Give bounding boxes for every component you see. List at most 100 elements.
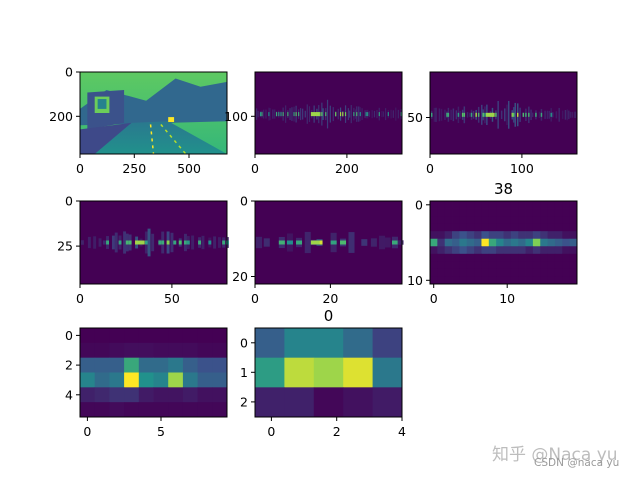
heatmap-cell bbox=[488, 216, 497, 225]
heatmap-cell bbox=[182, 342, 198, 359]
heatmap-cell bbox=[532, 276, 541, 285]
heatmap-cell bbox=[430, 201, 438, 209]
heatmap-cell bbox=[452, 261, 460, 270]
heatmap-cell bbox=[547, 276, 556, 285]
y-tick-label: 0 bbox=[65, 65, 73, 80]
feature-strip bbox=[481, 104, 483, 125]
feature-highlight bbox=[378, 112, 380, 117]
feature-strip bbox=[291, 107, 293, 121]
heatmap-cell bbox=[554, 253, 563, 262]
heatmap-cell bbox=[168, 357, 184, 373]
heatmap-cell bbox=[153, 402, 169, 418]
panel-4: 0 50 0 25 bbox=[57, 194, 229, 306]
feature-strip bbox=[435, 107, 437, 122]
feature-strip bbox=[472, 110, 475, 119]
heatmap-cell bbox=[444, 246, 453, 255]
feature-strip bbox=[440, 108, 443, 121]
feature-strip bbox=[123, 231, 127, 254]
heatmap-cell bbox=[80, 328, 96, 344]
feature-strip bbox=[285, 105, 287, 123]
feature-highlight bbox=[477, 112, 480, 117]
feature-highlight bbox=[261, 112, 263, 117]
heatmap-cell bbox=[474, 261, 482, 270]
heatmap-cell bbox=[474, 246, 482, 255]
heatmap-cell bbox=[153, 372, 169, 388]
heatmap-cell bbox=[430, 238, 438, 247]
zhihu-watermark: 知乎 @Naca yu bbox=[492, 445, 618, 465]
feature-strip bbox=[395, 107, 397, 121]
heatmap-cell bbox=[459, 253, 468, 262]
heatmap-cell bbox=[452, 268, 460, 277]
feature-strip bbox=[384, 108, 387, 121]
heatmap-cell bbox=[496, 208, 504, 217]
feature-highlight bbox=[387, 112, 389, 117]
feature-strip bbox=[349, 110, 351, 118]
feature-highlight bbox=[325, 112, 327, 117]
plot-frame bbox=[429, 200, 578, 285]
heatmap-cell bbox=[525, 246, 534, 255]
feature-highlight bbox=[287, 112, 289, 117]
heatmap-cell bbox=[459, 276, 468, 285]
feature-strip bbox=[170, 232, 174, 253]
feature-highlight bbox=[275, 112, 278, 117]
heatmap-cell bbox=[212, 402, 228, 418]
heatmap-cell bbox=[569, 246, 578, 255]
heatmap-cell bbox=[481, 201, 490, 209]
feature-highlight bbox=[511, 112, 513, 117]
feature-highlight bbox=[525, 112, 527, 117]
heatmap-cell bbox=[466, 261, 475, 270]
feature-strip bbox=[506, 104, 508, 126]
x-tick-label: 0 bbox=[251, 161, 259, 176]
heatmap-cell bbox=[452, 223, 460, 232]
feature-strip bbox=[555, 111, 558, 119]
heatmap-cell bbox=[437, 223, 446, 232]
heatmap-cell bbox=[372, 328, 403, 359]
sidewalk bbox=[80, 122, 132, 154]
heatmap-cell bbox=[474, 253, 482, 262]
feature-strip bbox=[114, 232, 118, 253]
feature-highlight bbox=[391, 240, 398, 245]
x-tick-label: 0 bbox=[426, 161, 434, 176]
heatmap-cell bbox=[437, 238, 446, 247]
heatmap-cell bbox=[554, 223, 563, 232]
feature-strip bbox=[337, 108, 339, 120]
heatmap-cell bbox=[437, 201, 446, 209]
heatmap-cell bbox=[518, 201, 526, 209]
feature-highlight bbox=[161, 240, 165, 245]
heatmap-cell bbox=[212, 342, 228, 359]
heatmap-cell bbox=[459, 268, 468, 277]
heatmap-cell bbox=[437, 216, 446, 225]
feature-highlight bbox=[431, 112, 433, 117]
heatmap-cell bbox=[562, 231, 571, 240]
heatmap-background bbox=[430, 72, 577, 154]
feature-highlight bbox=[298, 112, 300, 117]
feature-highlight bbox=[296, 240, 303, 245]
heatmap-cell bbox=[503, 223, 512, 232]
feature-strip bbox=[347, 108, 349, 121]
heatmap-cell bbox=[532, 201, 541, 209]
feature-strip bbox=[571, 111, 574, 118]
heatmap-cell bbox=[444, 261, 453, 270]
feature-strip bbox=[376, 110, 378, 119]
heatmap-cell bbox=[124, 342, 140, 359]
heatmap-cell bbox=[518, 238, 526, 247]
heatmap-cell bbox=[124, 402, 140, 418]
feature-highlight bbox=[353, 112, 355, 117]
plot-frame bbox=[79, 327, 228, 418]
heatmap-cell bbox=[547, 231, 556, 240]
feature-strip bbox=[569, 111, 572, 118]
heatmap-cell bbox=[452, 201, 460, 209]
heatmap-cell bbox=[474, 276, 482, 285]
feature-highlight bbox=[282, 112, 284, 117]
feature-strip bbox=[459, 110, 461, 119]
heatmap-cell bbox=[94, 402, 110, 418]
feature-highlight bbox=[166, 240, 170, 245]
heatmap-cell bbox=[474, 231, 482, 240]
heatmap-cell bbox=[510, 223, 519, 232]
heatmap-cell bbox=[532, 231, 541, 240]
heatmap-cell bbox=[138, 372, 154, 388]
feature-strip bbox=[102, 240, 106, 245]
feature-highlight bbox=[293, 112, 295, 117]
heatmap-cell bbox=[466, 276, 475, 285]
y-tick-label: 1 bbox=[240, 365, 248, 380]
